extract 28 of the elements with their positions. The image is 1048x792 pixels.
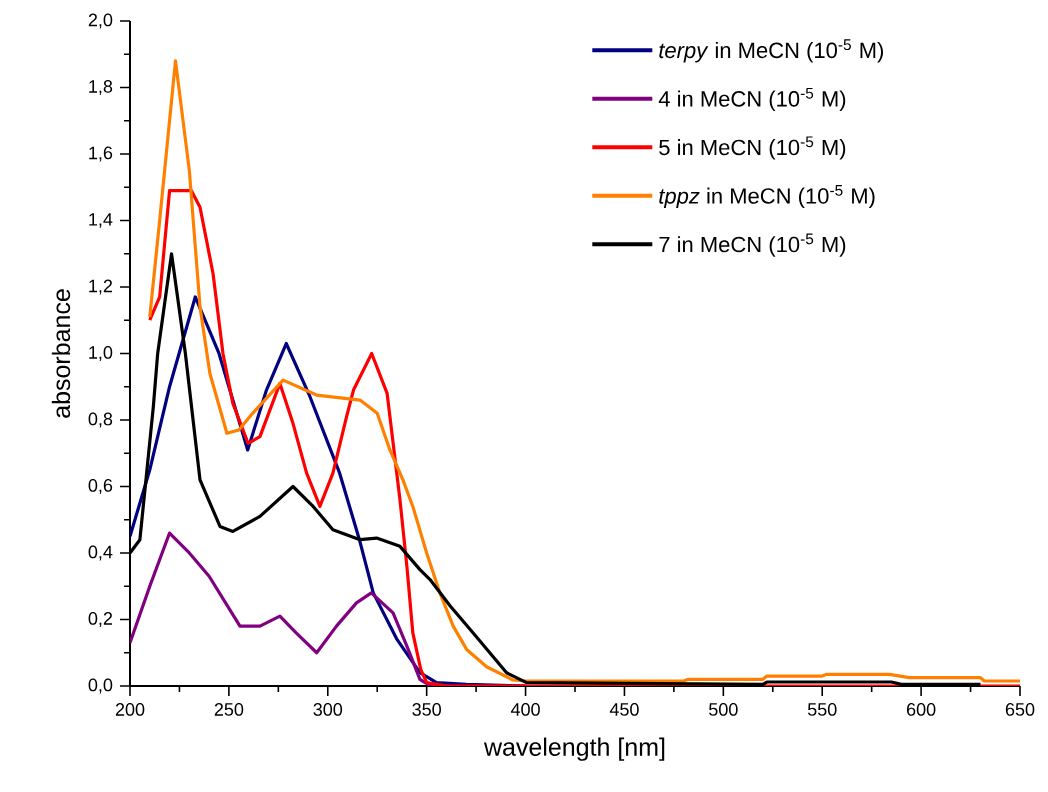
- y-tick-label: 1,8: [89, 80, 113, 95]
- x-axis-title: wavelength [nm]: [483, 737, 665, 761]
- x-tick-label: 500: [709, 703, 738, 716]
- x-tick-label: 650: [1005, 703, 1035, 716]
- y-axis-title: absorbance: [51, 289, 71, 418]
- y-tick-label: 0,0: [88, 678, 113, 694]
- x-tick-label: 400: [510, 703, 540, 716]
- y-tick-label: 0,4: [88, 545, 113, 561]
- y-tick-label: 0,6: [88, 479, 113, 494]
- x-tick-label: 600: [907, 703, 936, 716]
- y-tick-label: 1,6: [89, 146, 113, 162]
- x-tick-label: 450: [609, 703, 639, 716]
- y-tick-label: 1,4: [89, 213, 113, 228]
- y-tick-label: 2,0: [88, 13, 113, 29]
- x-tick-label: 200: [115, 703, 145, 716]
- x-tick-label: 350: [412, 703, 441, 716]
- x-tick-label: 300: [313, 703, 343, 716]
- legend-label: tppz in MeCN (10$^{-5}$ M): [659, 184, 875, 209]
- x-tick-label: 250: [214, 703, 244, 716]
- y-tick-label: 0,2: [88, 612, 113, 627]
- y-tick-label: 1,2: [89, 279, 113, 295]
- legend-label: 5 in MeCN (10$^{-5}$ M): [659, 136, 846, 160]
- y-tick-label: 1,0: [89, 346, 113, 361]
- x-tick-label: 550: [807, 703, 837, 716]
- legend-label: 4 in MeCN (10$^{-5}$ M): [658, 87, 846, 111]
- y-tick-label: 0,8: [88, 412, 113, 428]
- legend-label: 7 in MeCN (10$^{-5}$ M): [659, 233, 846, 257]
- legend-label: terpy in MeCN (10$^{-5}$ M): [659, 39, 883, 63]
